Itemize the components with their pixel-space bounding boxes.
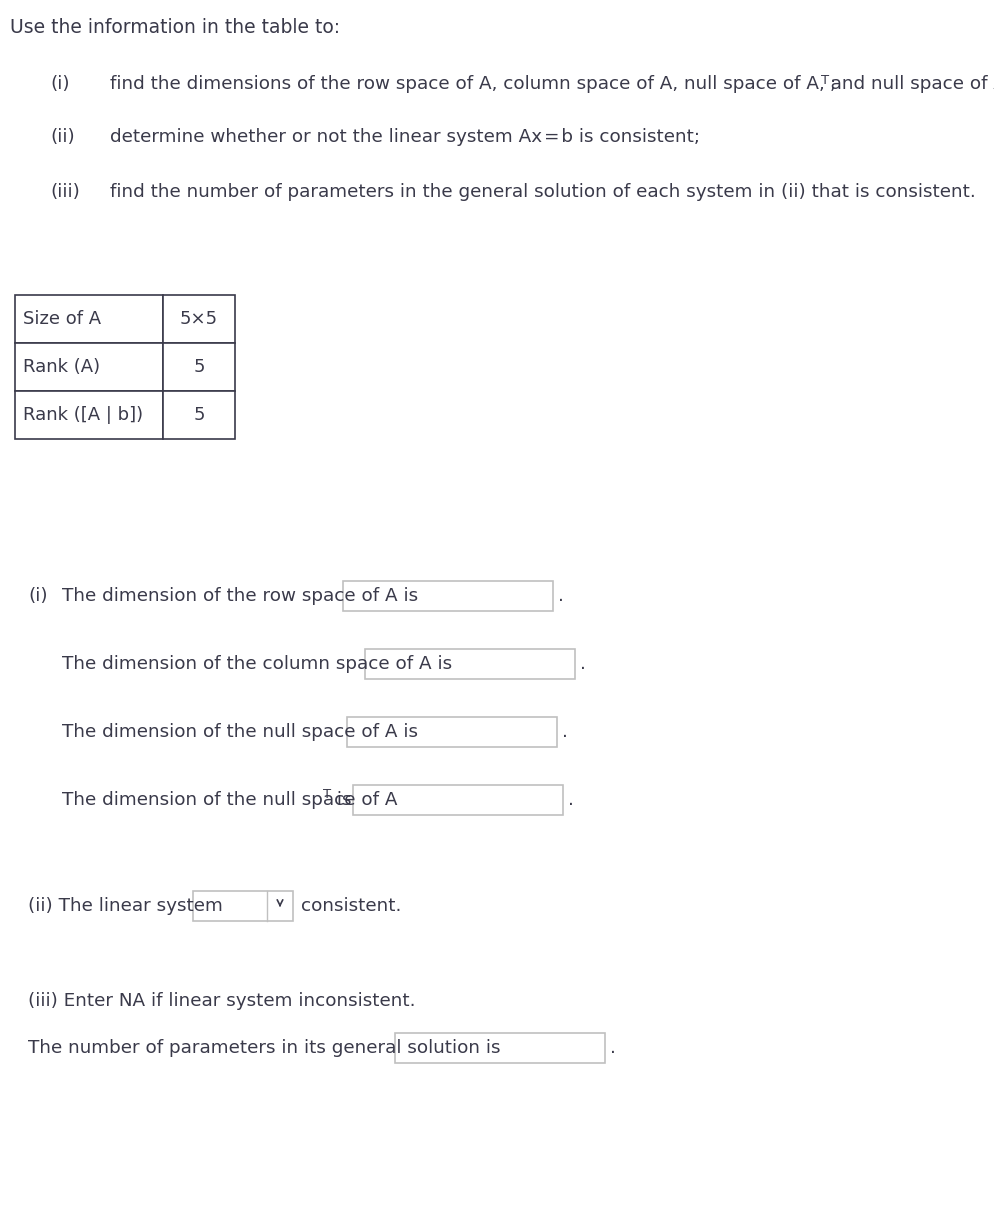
Bar — [163, 390, 235, 439]
Text: .: . — [580, 655, 585, 673]
Text: determine whether or not the linear system Ax = b is consistent;: determine whether or not the linear syst… — [110, 128, 700, 146]
Text: Rank (A): Rank (A) — [23, 357, 100, 376]
Text: T: T — [821, 74, 829, 87]
Text: 5×5: 5×5 — [180, 310, 218, 328]
Text: .: . — [562, 723, 568, 741]
Text: ;: ; — [830, 74, 836, 93]
Text: Use the information in the table to:: Use the information in the table to: — [10, 18, 340, 37]
Text: .: . — [568, 791, 574, 809]
Text: The dimension of the row space of A is: The dimension of the row space of A is — [62, 587, 418, 605]
Text: 5: 5 — [193, 406, 205, 425]
Text: find the dimensions of the row space of A, column space of A, null space of A, a: find the dimensions of the row space of … — [110, 74, 994, 93]
Text: .: . — [558, 587, 564, 605]
Text: find the number of parameters in the general solution of each system in (ii) tha: find the number of parameters in the gen… — [110, 183, 976, 201]
Text: (i): (i) — [28, 587, 48, 605]
Text: 5: 5 — [193, 357, 205, 376]
Text: (i): (i) — [50, 74, 70, 93]
Text: .: . — [610, 1039, 616, 1057]
Text: T: T — [323, 787, 331, 800]
Text: (iii) Enter NA if linear system inconsistent.: (iii) Enter NA if linear system inconsis… — [28, 992, 415, 1010]
Text: Rank ([A | b]): Rank ([A | b]) — [23, 406, 143, 425]
Bar — [395, 1033, 605, 1063]
Bar — [365, 649, 575, 680]
Text: The dimension of the null space of A: The dimension of the null space of A — [62, 791, 398, 809]
Bar — [15, 343, 163, 390]
Text: consistent.: consistent. — [301, 897, 402, 915]
Text: The dimension of the null space of A is: The dimension of the null space of A is — [62, 723, 418, 741]
Bar — [343, 581, 553, 611]
Bar — [163, 295, 235, 343]
Bar — [347, 717, 557, 747]
Bar — [163, 343, 235, 390]
Text: The number of parameters in its general solution is: The number of parameters in its general … — [28, 1039, 501, 1057]
Bar — [193, 891, 293, 921]
Text: (ii) The linear system: (ii) The linear system — [28, 897, 223, 915]
Bar — [353, 784, 563, 815]
Text: (iii): (iii) — [50, 183, 80, 201]
Text: The dimension of the column space of A is: The dimension of the column space of A i… — [62, 655, 452, 673]
Text: (ii): (ii) — [50, 128, 75, 146]
Bar — [15, 390, 163, 439]
Bar — [15, 295, 163, 343]
Text: is: is — [331, 791, 352, 809]
Text: Size of A: Size of A — [23, 310, 101, 328]
